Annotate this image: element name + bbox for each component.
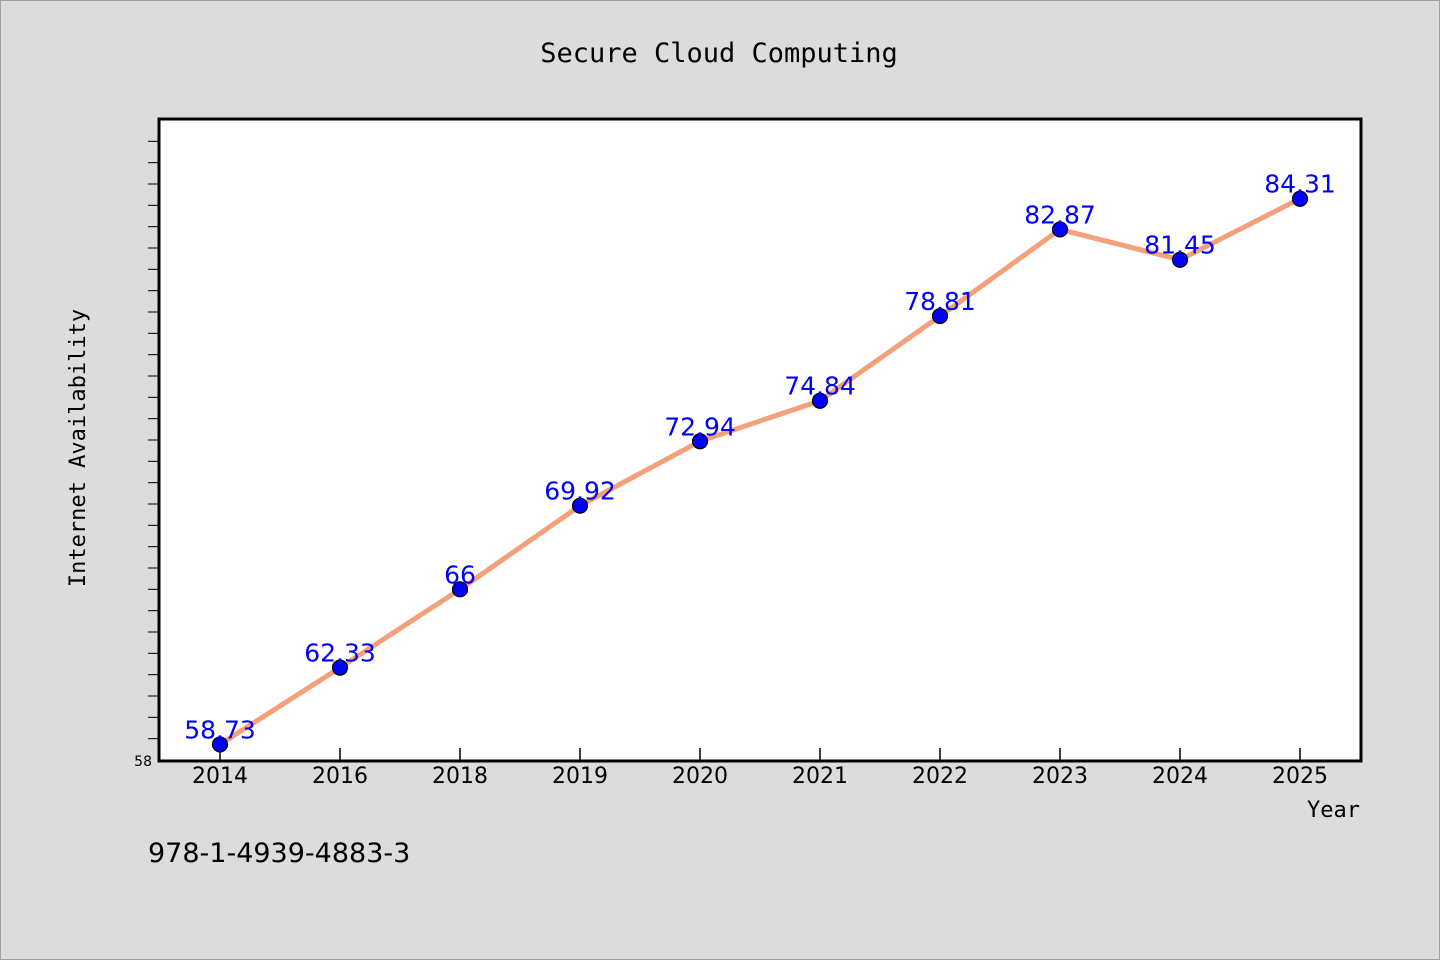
x-tick-label: 2021 xyxy=(792,764,848,789)
series-markers xyxy=(211,190,1309,753)
data-labels: 58.73 62.33 66 69.92 72.94 74.84 78.81 82.87 81.… xyxy=(184,170,1336,745)
data-label: 69.92 xyxy=(544,477,616,506)
data-point xyxy=(1051,221,1069,238)
x-tick-label: 2022 xyxy=(912,764,968,789)
data-label: 74.84 xyxy=(784,372,856,401)
data-point xyxy=(571,497,589,514)
data-label: 62.33 xyxy=(304,639,376,668)
x-tick-label: 2024 xyxy=(1152,764,1208,789)
y-tick-label: 58 xyxy=(134,754,152,770)
data-label: 81.45 xyxy=(1144,231,1216,260)
data-label: 72.94 xyxy=(664,412,736,441)
data-label: 82.87 xyxy=(1024,200,1096,229)
chart-title: Secure Cloud Computing xyxy=(540,38,898,69)
x-tick-label: 2025 xyxy=(1272,764,1328,789)
data-point xyxy=(811,392,829,409)
x-tick-label: 2018 xyxy=(432,764,488,789)
x-tick-label: 2019 xyxy=(552,764,608,789)
data-point xyxy=(1171,251,1189,268)
data-point xyxy=(691,433,709,450)
data-point xyxy=(931,307,949,325)
footer-isbn: 978-1-4939-4883-3 xyxy=(148,838,410,869)
data-label: 58.73 xyxy=(184,715,256,744)
y-axis-ticks xyxy=(148,140,160,740)
data-point xyxy=(1291,190,1309,207)
data-point xyxy=(331,659,349,676)
y-axis-tick-labels: 58 xyxy=(134,754,152,770)
x-tick-label: 2014 xyxy=(192,764,248,789)
series-line xyxy=(217,196,1303,747)
x-tick-label: 2020 xyxy=(672,764,728,789)
x-tick-label: 2023 xyxy=(1032,764,1088,789)
x-axis-tick-labels: 2014 2016 2018 2019 2020 2021 2022 2023 2024 2025 xyxy=(192,764,1328,789)
x-axis-label: Year xyxy=(1307,798,1360,823)
data-point xyxy=(451,581,469,598)
y-axis-label: Internet Availability xyxy=(66,309,91,587)
data-label: 78.81 xyxy=(904,287,976,316)
data-label: 66 xyxy=(444,560,476,589)
data-label: 84.31 xyxy=(1264,170,1336,199)
x-tick-label: 2016 xyxy=(312,764,368,789)
data-point xyxy=(211,736,229,753)
